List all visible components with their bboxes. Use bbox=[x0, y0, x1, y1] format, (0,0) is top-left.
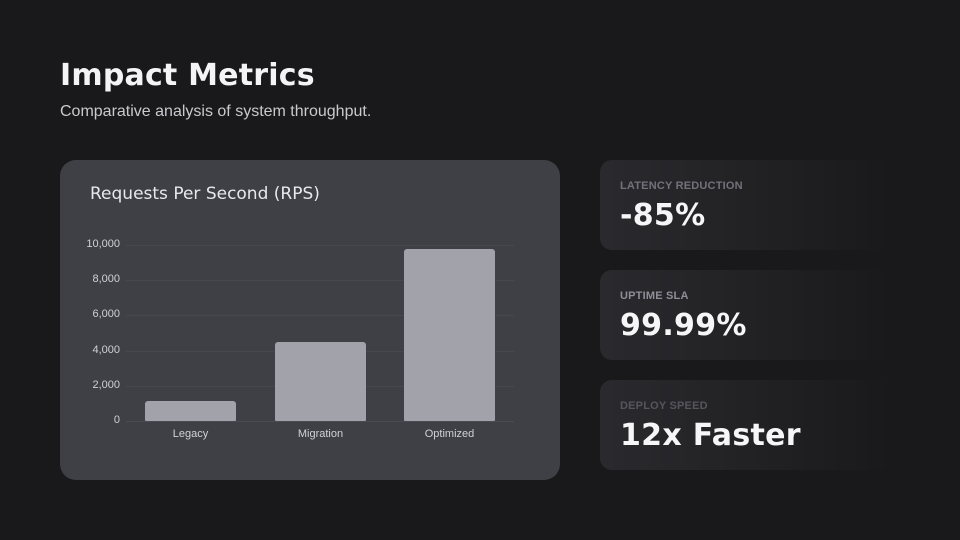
metric-card-deploy-speed: DEPLOY SPEED 12x Faster bbox=[600, 380, 890, 470]
y-axis-tick-label: 8,000 bbox=[92, 273, 120, 285]
metric-value: -85% bbox=[620, 198, 706, 233]
y-axis-tick-label: 6,000 bbox=[92, 308, 120, 320]
y-axis-tick-label: 2,000 bbox=[92, 379, 120, 391]
x-axis-tick-label: Migration bbox=[297, 428, 344, 440]
gridline bbox=[126, 280, 514, 281]
x-axis-tick-label: Optimized bbox=[424, 428, 475, 440]
metric-label: LATENCY REDUCTION bbox=[620, 180, 743, 192]
y-axis-tick-label: 0 bbox=[113, 414, 120, 426]
chart-title: Requests Per Second (RPS) bbox=[90, 184, 320, 204]
metric-card-uptime-sla: UPTIME SLA 99.99% bbox=[600, 270, 890, 360]
rps-chart-card: Requests Per Second (RPS) 0 2,000 4,000 6,0… bbox=[60, 160, 560, 480]
metric-card-latency-reduction: LATENCY REDUCTION -85% bbox=[600, 160, 890, 250]
gridline bbox=[126, 245, 514, 246]
page-title: Impact Metrics bbox=[60, 58, 315, 93]
gridline bbox=[126, 421, 514, 422]
bar-legacy bbox=[145, 401, 236, 421]
y-axis-tick-label: 4,000 bbox=[92, 344, 120, 356]
bar-optimized bbox=[404, 249, 495, 421]
gridline bbox=[126, 315, 514, 316]
bar-migration bbox=[275, 342, 366, 421]
metric-label: DEPLOY SPEED bbox=[620, 400, 708, 412]
metric-value: 12x Faster bbox=[620, 418, 801, 453]
x-axis-tick-label: Legacy bbox=[172, 428, 209, 440]
bar-chart-plot: 0 2,000 4,000 6,000 8,000 10,000 Legacy Migrati… bbox=[60, 160, 560, 480]
metric-value: 99.99% bbox=[620, 308, 747, 343]
page-subtitle: Comparative analysis of system throughpu… bbox=[60, 103, 372, 120]
y-axis-tick-label: 10,000 bbox=[86, 238, 120, 250]
metric-label: UPTIME SLA bbox=[620, 290, 689, 302]
